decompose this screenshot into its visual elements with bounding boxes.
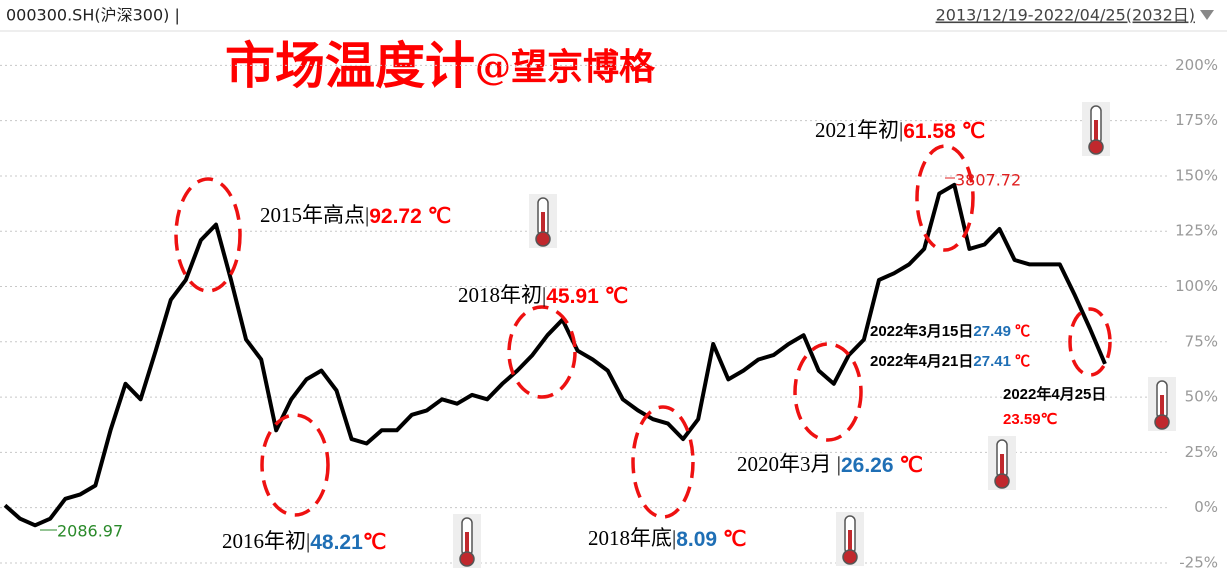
point-label: 2086.97 [57,522,123,541]
annotation-part: 2016年初| [222,529,310,553]
annotation: 2016年初|48.21℃ [222,529,386,554]
thermometer-mercury [541,212,545,236]
y-tick-label: 200% [1175,56,1218,74]
annotation-part: 61.58 ℃ [903,120,985,143]
thermometer-icon [836,512,864,566]
annotation: 2020年3月 |26.26 ℃ [737,452,923,477]
thermometer-bulb [459,551,475,567]
highlight-ellipse [1068,307,1112,377]
point-label: 3807.72 [955,171,1021,190]
y-tick-label: 75% [1185,332,1218,350]
highlight-ellipse [260,413,330,517]
date-range: 2013/12/19-2022/04/25(2032日) [936,6,1195,25]
annotation: 23.59℃ [1003,411,1058,428]
annotation: 2022年4月21日27.41 ℃ [870,352,1030,370]
annotation-part: ℃ [894,454,923,477]
thermometer-mercury [1000,454,1004,478]
annotation: 2015年高点|92.72 ℃ [260,203,451,228]
y-tick-label: 175% [1175,111,1218,129]
annotation: 2021年初|61.58 ℃ [815,118,985,143]
annotation-part: 2021年初| [815,118,903,142]
thermometer-mercury [465,532,469,556]
price-line [3,182,1107,528]
annotation-part: 2020年3月 | [737,452,841,476]
thermometer-bulb [535,231,551,247]
thermometer-bulb [1088,139,1104,155]
thermometer-mercury [1094,120,1098,144]
annotation-part: 27.49 [973,323,1011,340]
y-tick-label: 50% [1185,388,1218,406]
annotation-part: ℃ [717,528,746,551]
thermometer-icon [1082,102,1110,156]
y-tick-label: 0% [1194,498,1218,516]
annotation-part: 27.41 [973,353,1011,370]
annotation-part: 23.59℃ [1003,411,1058,428]
highlight-ellipse [793,342,863,442]
highlight-ellipse [631,405,695,519]
thermometer-icon [1148,377,1176,431]
annotation-part: ℃ [1011,323,1030,340]
dropdown-arrow[interactable] [1200,10,1214,20]
thermometer-bulb [1154,414,1170,430]
annotation-part: ℃ [363,531,387,554]
annotation-part: 2015年高点| [260,203,369,227]
annotation-part: 2022年4月21日 [870,352,973,370]
annotation: 2022年3月15日27.49 ℃ [870,322,1030,340]
thermometer-bulb [994,473,1010,489]
annotation-part: 8.09 [676,528,717,551]
annotation-part: 48.21 [310,531,363,554]
thermometer-icon [988,436,1016,490]
annotation-part: 45.91 ℃ [546,285,628,308]
symbol: 000300.SH(沪深300) | [6,6,180,25]
y-tick-label: 25% [1185,443,1218,461]
highlight-ellipse [507,305,577,399]
y-tick-label: 150% [1175,166,1218,184]
y-tick-label: -25% [1179,553,1218,571]
annotation-part: 2018年初| [458,283,546,307]
highlight-ellipse [174,177,242,293]
annotation-part: 26.26 [841,454,894,477]
annotation-part: 2022年3月15日 [870,322,973,340]
subtitle: @望京博格 [475,46,656,88]
annotation-part: 2018年底| [588,526,676,550]
thermometer-icon [529,194,557,248]
thermometer-icon [453,514,481,568]
highlight-ellipse [915,144,975,252]
annotation-part: 92.72 ℃ [369,205,451,228]
y-tick-label: 100% [1175,277,1218,295]
thermometer-mercury [1160,395,1164,419]
y-tick-label: 125% [1175,222,1218,240]
annotation-part: 2022年4月25日 [1003,385,1106,403]
annotation: 2022年4月25日 [1003,385,1106,403]
annotation-part: ℃ [1011,353,1030,370]
thermometer-mercury [848,530,852,554]
annotation: 2018年底|8.09 ℃ [588,526,747,551]
thermometer-bulb [842,549,858,565]
annotation: 2018年初|45.91 ℃ [458,283,628,308]
